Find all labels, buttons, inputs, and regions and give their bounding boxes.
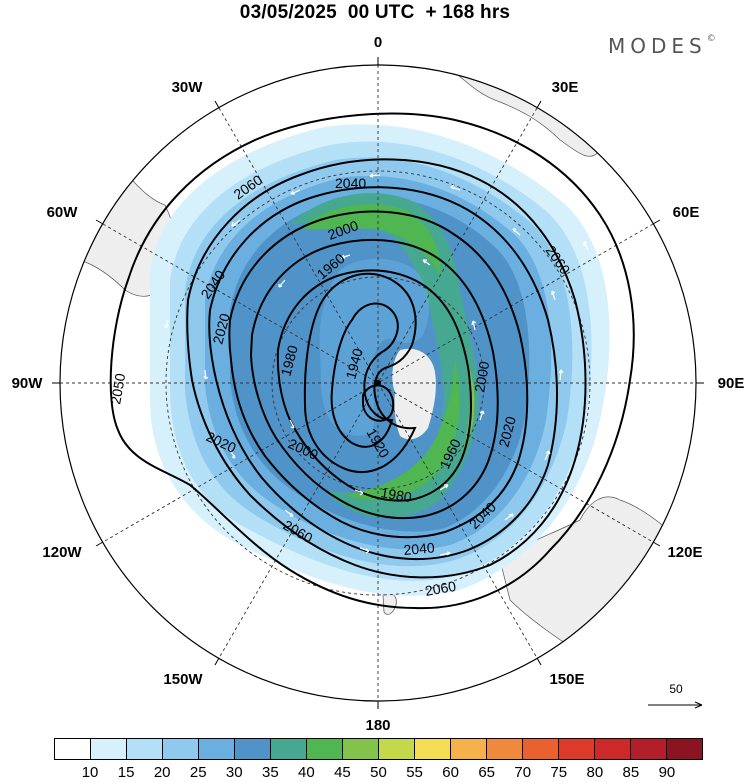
map-title: 03/05/2025 00 UTC + 168 hrs <box>239 2 511 23</box>
wind-vectors <box>163 173 590 556</box>
contour-label: 1980 <box>379 484 413 505</box>
lon-label-150w: 150W <box>163 671 203 688</box>
colorbar-cell <box>415 739 451 759</box>
colorbar-tick-label: 20 <box>153 764 171 781</box>
colorbar-cell <box>667 739 702 759</box>
brand-text: MODES <box>608 34 707 58</box>
colorbar-tick-label: 35 <box>261 764 279 781</box>
polar-stereographic-map: 2060 2040 2000 1960 2040 2020 1980 1940 … <box>52 57 704 709</box>
lon-label-120e: 120E <box>667 544 703 561</box>
colorbar-cell <box>127 739 163 759</box>
contour-label: 2020 <box>209 311 233 345</box>
colorbar-tick-label: 70 <box>514 764 532 781</box>
colorbar-cell <box>55 739 91 759</box>
colorbar-tick-label: 75 <box>550 764 568 781</box>
contour-label: 1940 <box>342 346 366 380</box>
colorbar-tick-label: 60 <box>442 764 459 781</box>
wind-speed-shading <box>150 124 610 596</box>
colorbar-tick-label: 10 <box>81 764 99 781</box>
south-pole-marker <box>375 380 381 386</box>
reference-vector: 50 <box>646 682 706 712</box>
boundary-ticks <box>52 57 704 709</box>
colorbar-cell <box>163 739 199 759</box>
colorbar-cell <box>379 739 415 759</box>
colorbar-tick-label: 85 <box>622 764 640 781</box>
lon-label-60e: 60E <box>672 204 700 221</box>
colorbar-tick-label: 45 <box>334 764 351 781</box>
colorbar-cell <box>235 739 271 759</box>
colorbar-cell <box>487 739 523 759</box>
colorbar-cell <box>91 739 127 759</box>
lon-label-150e: 150E <box>549 671 585 688</box>
colorbar-cell <box>559 739 595 759</box>
colorbar-cell <box>307 739 343 759</box>
colorbar-tick-label: 55 <box>406 764 423 781</box>
colorbar-tick-label: 40 <box>298 764 315 781</box>
colorbar-tick-label: 15 <box>117 764 135 781</box>
reference-arrow-icon <box>648 701 703 709</box>
modes-logo: MODES© <box>608 34 716 58</box>
colorbar-cell <box>595 739 631 759</box>
colorbar-cell <box>631 739 667 759</box>
colorbar-cell <box>523 739 559 759</box>
colorbar-tick-label: 65 <box>478 764 495 781</box>
lon-label-30w: 30W <box>171 79 203 96</box>
colorbar-tick-label: 80 <box>586 764 604 781</box>
contour-label: 2040 <box>335 175 366 191</box>
contour-label: 2060 <box>424 578 458 599</box>
height-contours <box>109 112 635 610</box>
reference-vector-label: 50 <box>669 682 683 696</box>
colorbar-labels: 10 15 20 25 30 35 40 45 50 55 60 65 70 75 80 85 90 <box>0 764 750 782</box>
contour-label: 2020 <box>495 414 519 448</box>
colorbar-cell <box>451 739 487 759</box>
lon-label-90w: 90W <box>11 375 43 392</box>
colorbar-cell <box>271 739 307 759</box>
colorbar-cell <box>343 739 379 759</box>
colorbar-tick-label: 30 <box>225 764 243 781</box>
contour-label: 1980 <box>277 343 301 377</box>
lon-label-120w: 120W <box>42 544 82 561</box>
contour-label: 2000 <box>471 360 492 394</box>
colorbar-cell <box>199 739 235 759</box>
colorbar-tick-label: 50 <box>370 764 387 781</box>
copyright-mark: © <box>706 34 716 44</box>
lon-label-60w: 60W <box>46 204 78 221</box>
lon-label-0: 0 <box>373 34 383 51</box>
lon-label-180: 180 <box>365 717 391 734</box>
contour-label: 2040 <box>403 539 436 558</box>
colorbar-tick-label: 90 <box>658 764 676 781</box>
colorbar-tick-label: 25 <box>189 764 207 781</box>
lon-label-30e: 30E <box>551 79 579 96</box>
lon-label-90e: 90E <box>717 375 745 392</box>
wind-speed-colorbar <box>54 738 703 760</box>
contour-label: 2050 <box>107 372 128 406</box>
